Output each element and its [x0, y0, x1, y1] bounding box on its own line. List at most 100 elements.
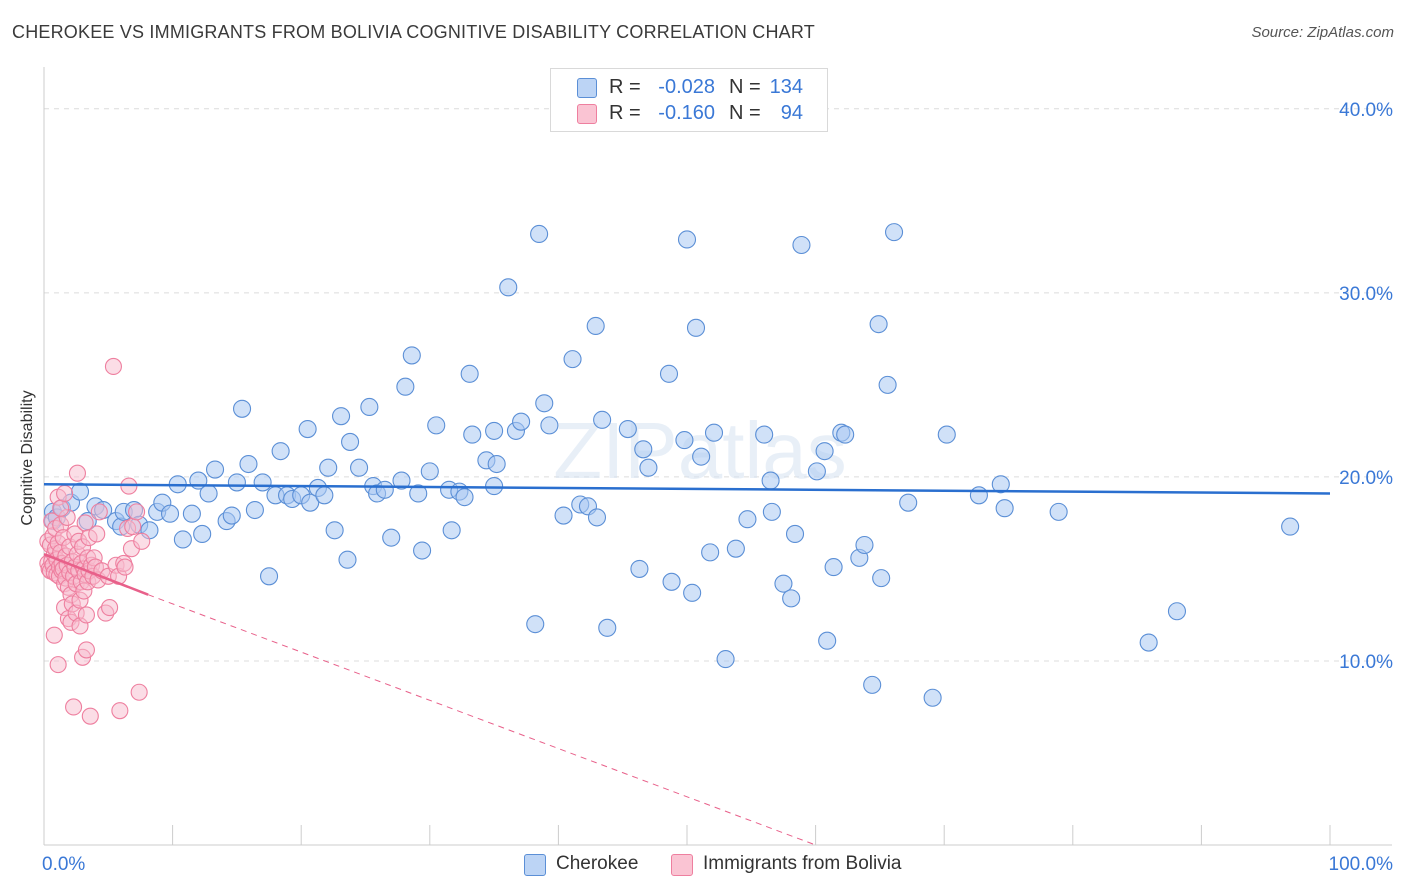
cherokee-point [442, 521, 461, 540]
cherokee-point [182, 504, 201, 523]
legend-label: Immigrants from Bolivia [703, 853, 902, 874]
bolivia-point [128, 503, 146, 521]
cherokee-point [338, 550, 357, 569]
cherokee-point [634, 440, 653, 459]
cherokee-point [530, 224, 549, 244]
cherokee-point [1049, 502, 1068, 521]
cherokee-point [253, 473, 272, 492]
cherokee-point [836, 425, 855, 444]
cherokee-point [526, 615, 545, 634]
cherokee-point [396, 377, 415, 396]
cherokee-point [818, 631, 837, 650]
cherokee-point [460, 364, 479, 383]
bolivia-point [81, 707, 99, 725]
tick-labels: 10.0% 20.0% 30.0% 40.0% 0.0% 100.0% [42, 100, 1393, 875]
cherokee-point [761, 471, 780, 490]
cherokee-point [271, 442, 290, 461]
cherokee-point [232, 399, 252, 418]
cherokee-point [301, 493, 320, 512]
bolivia-point [111, 702, 129, 720]
cherokee-point [245, 500, 264, 520]
cherokee-point [199, 484, 218, 503]
bolivia-point [65, 698, 83, 716]
cherokee-point [392, 471, 411, 490]
bolivia-point [101, 599, 119, 617]
bolivia-point [88, 525, 106, 543]
cherokee-point [427, 416, 446, 435]
bolivia-swatch [671, 854, 693, 876]
cherokee-point [315, 486, 334, 505]
cherokee-swatch [524, 854, 546, 876]
bolivia-point [104, 357, 122, 376]
cherokee-point [512, 412, 531, 431]
cherokee-point [755, 425, 774, 444]
bolivia-points [39, 357, 151, 725]
cherokee-point [598, 618, 617, 637]
cherokee-point [382, 528, 401, 547]
grid-lines [44, 108, 1392, 662]
cherokee-point [413, 541, 432, 560]
cherokee-points [43, 223, 1300, 707]
cherokee-point [815, 442, 834, 461]
axes [43, 67, 1392, 846]
cherokee-point [677, 230, 697, 249]
cherokee-point [402, 346, 421, 365]
cherokee-point [785, 524, 805, 544]
bolivia-point [45, 626, 63, 644]
n-label: N = [729, 76, 761, 98]
cherokee-point [499, 278, 518, 297]
cherokee-point [995, 499, 1014, 518]
legend: Cherokee Immigrants from Bolivia [0, 852, 1406, 878]
cherokee-point [692, 447, 711, 466]
bolivia-point [124, 518, 142, 536]
cherokee-point [701, 543, 720, 562]
cherokee-point [774, 574, 793, 593]
cherokee-point [298, 420, 317, 439]
bolivia-point [130, 683, 148, 701]
cherokee-point [1281, 517, 1300, 536]
stats-row-bolivia: R = -0.160 N = 94 [551, 100, 827, 126]
cherokee-point [969, 486, 988, 505]
bolivia-point [52, 499, 70, 517]
cherokee-point [593, 410, 612, 429]
bolivia-trend-line [43, 553, 149, 596]
cherokee-point [586, 316, 605, 336]
cherokee-point [160, 504, 180, 523]
cherokee-point [535, 394, 554, 413]
cherokee-point [222, 506, 241, 525]
cherokee-point [704, 423, 724, 442]
bolivia-point [90, 503, 108, 521]
bolivia-trend-extension [147, 594, 816, 846]
y-tick-label: 30.0% [1339, 284, 1393, 305]
bolivia-point [77, 606, 95, 624]
cherokee-point [487, 454, 506, 474]
cherokee-point [332, 407, 351, 426]
cherokee-point [375, 480, 394, 499]
n-label: N = [729, 102, 761, 124]
cherokee-point [341, 432, 360, 451]
cherokee-point [716, 650, 735, 669]
bolivia-point [49, 656, 67, 674]
cherokee-point [563, 350, 582, 369]
r-value: -0.160 [658, 102, 715, 124]
cherokee-point [726, 539, 745, 558]
n-value: 134 [769, 76, 803, 98]
r-label: R = [609, 76, 641, 98]
chart-title: CHEROKEE VS IMMIGRANTS FROM BOLIVIA COGN… [12, 22, 815, 42]
cherokee-point [193, 524, 212, 544]
cherokee-point [455, 488, 474, 507]
cherokee-point [639, 458, 658, 477]
cherokee-point [782, 589, 801, 608]
cherokee-point [205, 460, 225, 479]
cherokee-point [675, 431, 694, 450]
bolivia-point [77, 641, 95, 659]
bolivia-swatch [577, 104, 597, 124]
cherokee-point [792, 235, 811, 255]
cherokee-point [762, 502, 781, 521]
cherokee-point [485, 421, 504, 440]
cherokee-point [485, 477, 504, 496]
cherokee-point [420, 462, 439, 481]
cherokee-point [659, 364, 679, 383]
x-tick-label: 0.0% [42, 854, 85, 875]
